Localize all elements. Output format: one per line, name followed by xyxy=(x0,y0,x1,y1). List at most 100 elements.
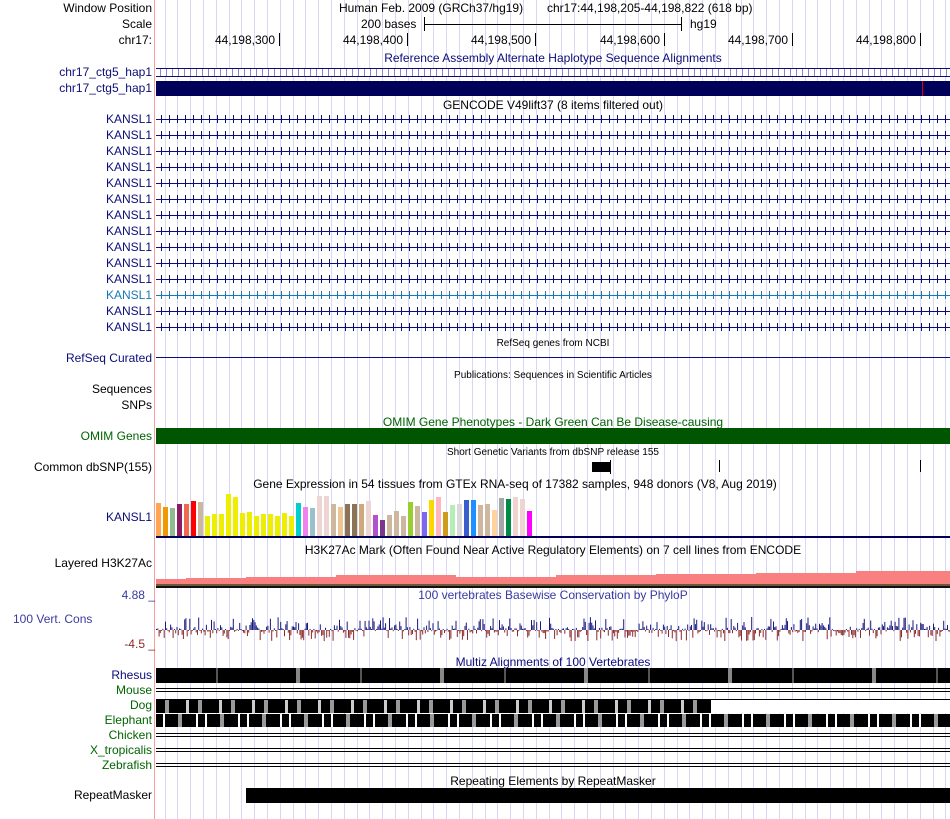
gencode-transcript-intron[interactable] xyxy=(156,291,950,299)
multiz-species-row[interactable] xyxy=(156,748,950,752)
sequences-label[interactable]: Sequences xyxy=(91,382,152,396)
refseq-gene-line[interactable] xyxy=(156,357,950,358)
gtex-tissue-bar[interactable] xyxy=(499,498,504,536)
multiz-species-label[interactable]: Elephant xyxy=(104,713,152,727)
gencode-transcript-label[interactable]: KANSL1 xyxy=(105,272,152,286)
gtex-tissue-bar[interactable] xyxy=(478,505,483,536)
snp-mark[interactable] xyxy=(920,460,921,472)
snps-label[interactable]: SNPs xyxy=(121,398,152,412)
gencode-transcript-label[interactable]: KANSL1 xyxy=(105,160,152,174)
multiz-species-row[interactable] xyxy=(156,714,950,727)
gtex-tissue-bar[interactable] xyxy=(261,514,266,536)
gencode-transcript-intron[interactable] xyxy=(156,131,950,139)
gtex-tissue-bar[interactable] xyxy=(219,514,224,536)
gencode-transcript-intron[interactable] xyxy=(156,323,950,331)
multiz-species-row[interactable] xyxy=(156,699,950,713)
multiz-species-row[interactable] xyxy=(156,688,950,692)
gtex-tissue-bar[interactable] xyxy=(506,499,511,536)
track-label-hap1[interactable]: chr17_ctg5_hap1 xyxy=(59,65,152,79)
gtex-bar-graph[interactable] xyxy=(156,490,536,536)
gtex-tissue-bar[interactable] xyxy=(457,504,462,536)
gtex-tissue-bar[interactable] xyxy=(212,514,217,536)
hap1-alignment-block[interactable] xyxy=(156,81,950,96)
gtex-tissue-bar[interactable] xyxy=(268,514,273,536)
gtex-tissue-bar[interactable] xyxy=(303,507,308,536)
gtex-tissue-bar[interactable] xyxy=(345,504,350,536)
gtex-tissue-bar[interactable] xyxy=(324,496,329,536)
gtex-tissue-bar[interactable] xyxy=(443,512,448,536)
gencode-transcript-intron[interactable] xyxy=(156,115,950,123)
gtex-tissue-bar[interactable] xyxy=(233,497,238,536)
gencode-transcript-label[interactable]: KANSL1 xyxy=(105,288,152,302)
multiz-species-label[interactable]: Mouse xyxy=(115,683,152,697)
gtex-tissue-bar[interactable] xyxy=(380,520,385,536)
dbsnp-label[interactable]: Common dbSNP(155) xyxy=(33,460,152,474)
multiz-species-label[interactable]: Chicken xyxy=(108,728,152,742)
multiz-species-row[interactable] xyxy=(156,763,950,767)
gtex-tissue-bar[interactable] xyxy=(275,516,280,536)
gtex-tissue-bar[interactable] xyxy=(450,505,455,536)
gtex-tissue-bar[interactable] xyxy=(359,504,364,536)
gtex-tissue-bar[interactable] xyxy=(394,511,399,536)
multiz-species-label[interactable]: Zebrafish xyxy=(101,758,152,772)
gencode-transcript-intron[interactable] xyxy=(156,307,950,315)
gtex-tissue-bar[interactable] xyxy=(366,501,371,536)
gencode-transcript-label[interactable]: KANSL1 xyxy=(105,320,152,334)
gencode-transcript-intron[interactable] xyxy=(156,195,950,203)
gencode-transcript-label[interactable]: KANSL1 xyxy=(105,192,152,206)
refseq-curated-label[interactable]: RefSeq Curated xyxy=(65,351,152,365)
phylop-signal[interactable] xyxy=(156,600,950,650)
gtex-tissue-bar[interactable] xyxy=(226,494,231,536)
gencode-transcript-intron[interactable] xyxy=(156,259,950,267)
gtex-tissue-bar[interactable] xyxy=(247,512,252,536)
hap1-alignment-chevrons[interactable] xyxy=(156,68,950,77)
gtex-tissue-bar[interactable] xyxy=(513,497,518,536)
gencode-transcript-label[interactable]: KANSL1 xyxy=(105,240,152,254)
gtex-tissue-bar[interactable] xyxy=(296,503,301,536)
snp-mark[interactable] xyxy=(610,460,611,474)
gtex-tissue-bar[interactable] xyxy=(170,508,175,536)
omim-genes-label[interactable]: OMIM Genes xyxy=(80,429,152,443)
gencode-transcript-intron[interactable] xyxy=(156,163,950,171)
multiz-species-row[interactable] xyxy=(156,668,950,683)
gencode-transcript-label[interactable]: KANSL1 xyxy=(105,176,152,190)
gtex-gene-label[interactable]: KANSL1 xyxy=(105,510,152,524)
gencode-transcript-label[interactable]: KANSL1 xyxy=(105,144,152,158)
gencode-transcript-label[interactable]: KANSL1 xyxy=(105,128,152,142)
gencode-transcript-intron[interactable] xyxy=(156,211,950,219)
gencode-transcript-label[interactable]: KANSL1 xyxy=(105,208,152,222)
gtex-tissue-bar[interactable] xyxy=(289,516,294,536)
gencode-transcript-label[interactable]: KANSL1 xyxy=(105,224,152,238)
repeatmasker-label[interactable]: RepeatMasker xyxy=(73,788,152,802)
gencode-transcript-intron[interactable] xyxy=(156,275,950,283)
gtex-tissue-bar[interactable] xyxy=(205,516,210,536)
gtex-tissue-bar[interactable] xyxy=(338,507,343,536)
gtex-tissue-bar[interactable] xyxy=(408,502,413,536)
gtex-tissue-bar[interactable] xyxy=(177,504,182,536)
gtex-tissue-bar[interactable] xyxy=(254,516,259,536)
gtex-tissue-bar[interactable] xyxy=(401,516,406,536)
gtex-tissue-bar[interactable] xyxy=(163,507,168,536)
snp-mark[interactable] xyxy=(719,460,720,472)
multiz-species-label[interactable]: Dog xyxy=(129,698,152,712)
gtex-tissue-bar[interactable] xyxy=(156,503,161,536)
gtex-tissue-bar[interactable] xyxy=(429,500,434,536)
omim-gene-bar[interactable] xyxy=(156,428,950,444)
repeat-element[interactable] xyxy=(246,788,950,803)
gencode-transcript-label[interactable]: KANSL1 xyxy=(105,112,152,126)
multiz-species-label[interactable]: X_tropicalis xyxy=(89,743,152,757)
gencode-transcript-label[interactable]: KANSL1 xyxy=(105,304,152,318)
multiz-species-row[interactable] xyxy=(156,733,950,737)
phylop-label[interactable]: 100 Vert. Cons xyxy=(13,612,93,626)
h3k27ac-label[interactable]: Layered H3K27Ac xyxy=(54,556,152,570)
gtex-tissue-bar[interactable] xyxy=(520,499,525,536)
gtex-tissue-bar[interactable] xyxy=(191,501,196,536)
gtex-tissue-bar[interactable] xyxy=(240,513,245,536)
gtex-tissue-bar[interactable] xyxy=(310,508,315,536)
gencode-transcript-intron[interactable] xyxy=(156,179,950,187)
gtex-tissue-bar[interactable] xyxy=(485,504,490,536)
gencode-transcript-label[interactable]: KANSL1 xyxy=(105,256,152,270)
multiz-species-label[interactable]: Rhesus xyxy=(111,668,152,682)
gencode-transcript-intron[interactable] xyxy=(156,227,950,235)
